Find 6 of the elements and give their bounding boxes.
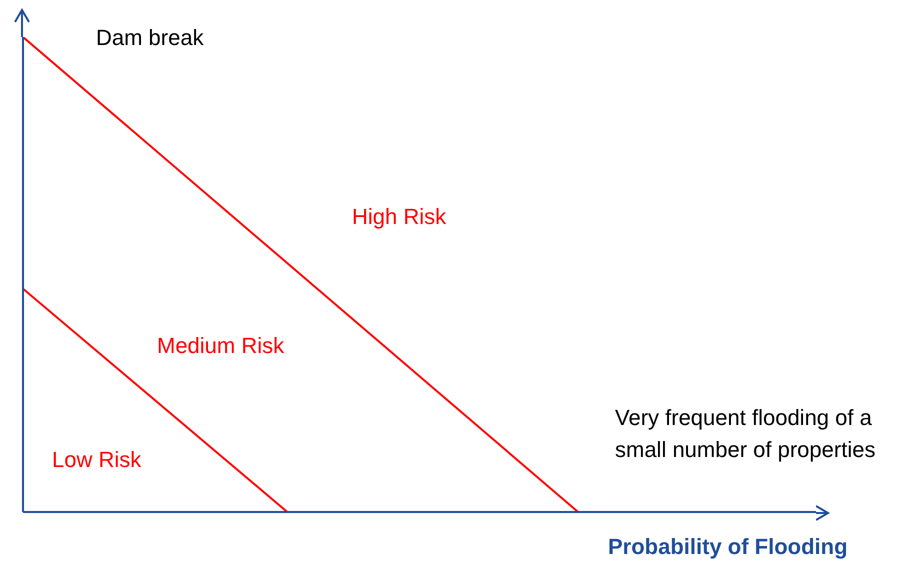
annotation: Very frequent flooding of a small number of properties bbox=[615, 404, 876, 464]
annotation: Medium Risk bbox=[157, 332, 286, 360]
annotation: High Risk bbox=[352, 203, 448, 231]
annotation: Low Risk bbox=[52, 446, 142, 474]
annotation: Dam break bbox=[96, 24, 205, 52]
x-axis-title: Probability of Flooding bbox=[608, 534, 848, 560]
